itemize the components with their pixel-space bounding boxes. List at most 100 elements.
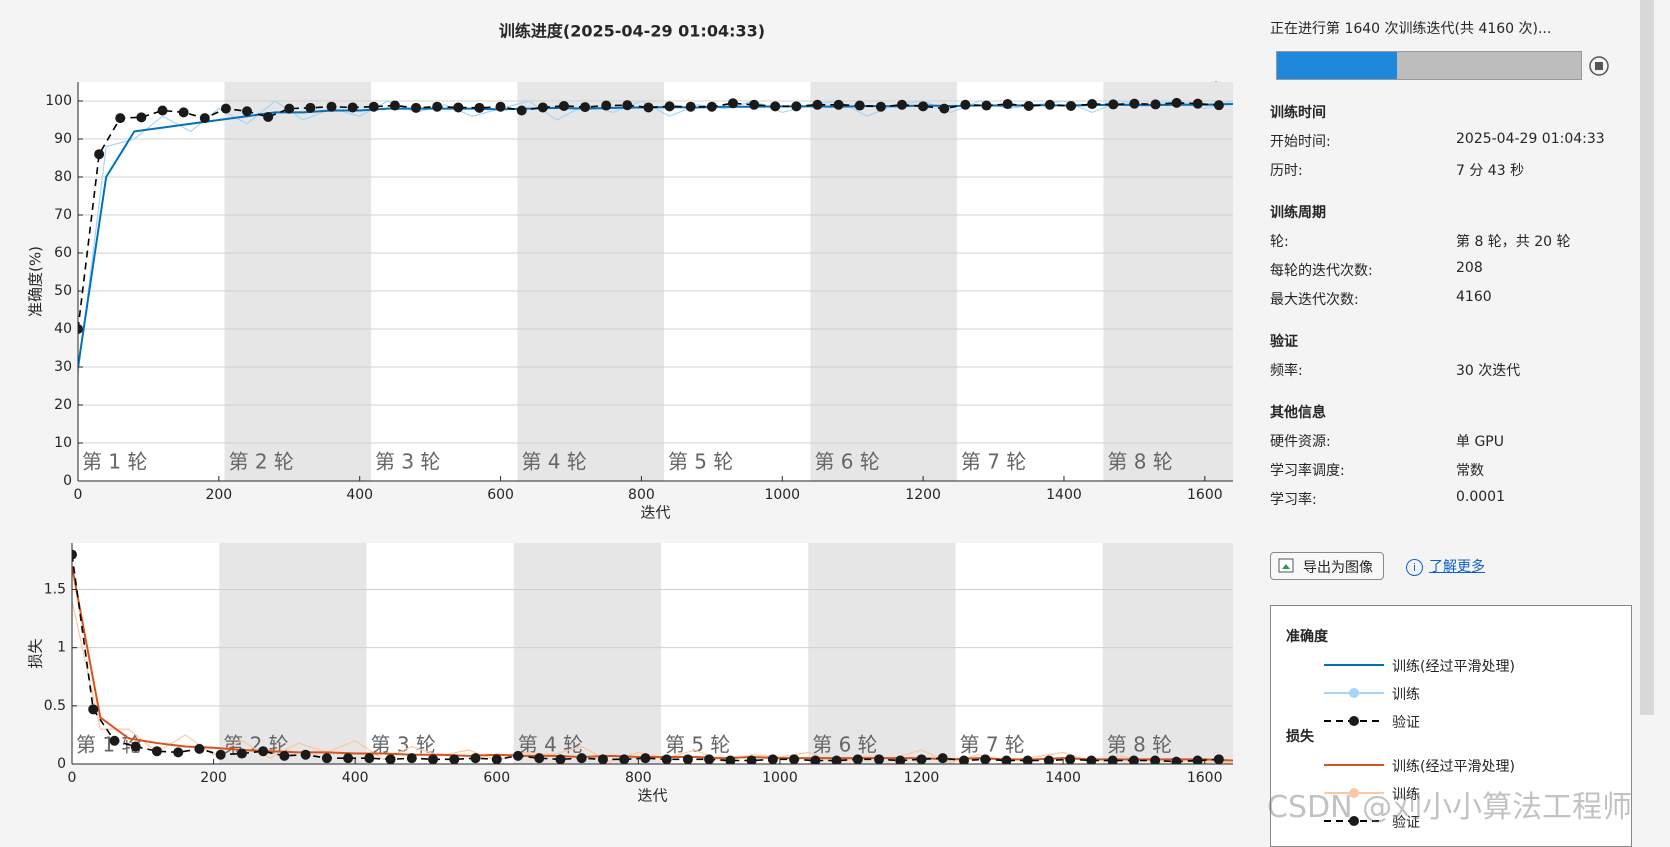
x-tick-label: 800 bbox=[625, 770, 652, 786]
marker bbox=[428, 754, 439, 764]
marker bbox=[1128, 755, 1139, 764]
legend-swatch bbox=[1324, 688, 1384, 698]
info-value: 4160 bbox=[1456, 289, 1492, 305]
epoch-band bbox=[1102, 543, 1233, 764]
section-title: 训练周期 bbox=[1270, 205, 1326, 221]
x-axis-label: 迭代 bbox=[637, 787, 667, 805]
marker bbox=[555, 754, 566, 764]
info-label: 最大迭代次数: bbox=[1270, 292, 1359, 308]
epoch-label: 第 3 轮 bbox=[375, 450, 440, 474]
marker bbox=[622, 100, 633, 111]
epoch-label: 第 5 轮 bbox=[665, 733, 730, 757]
marker bbox=[1023, 100, 1034, 111]
status-text: 正在进行第 1640 次训练迭代(共 4160 次)... bbox=[1270, 21, 1552, 37]
marker bbox=[918, 101, 929, 112]
marker bbox=[1192, 755, 1203, 764]
legend-label: 验证 bbox=[1392, 715, 1420, 731]
info-value: 常数 bbox=[1456, 463, 1484, 479]
legend-label: 训练(经过平滑处理) bbox=[1392, 759, 1515, 775]
marker bbox=[1213, 100, 1224, 111]
epoch-band bbox=[1103, 82, 1233, 481]
x-tick-label: 1400 bbox=[1046, 487, 1082, 503]
marker bbox=[88, 704, 99, 715]
section-title: 训练时间 bbox=[1270, 105, 1326, 121]
marker bbox=[72, 549, 77, 560]
epoch-label: 第 4 轮 bbox=[521, 450, 586, 474]
marker bbox=[432, 101, 443, 112]
section-title: 其他信息 bbox=[1270, 405, 1326, 421]
x-tick-label: 400 bbox=[346, 487, 373, 503]
marker bbox=[236, 748, 247, 759]
x-axis-label: 迭代 bbox=[640, 504, 670, 522]
y-tick-label: 1.5 bbox=[44, 582, 66, 598]
export-icon bbox=[1278, 558, 1294, 573]
marker bbox=[558, 100, 569, 111]
epoch-band bbox=[219, 543, 367, 764]
marker bbox=[831, 755, 842, 764]
marker bbox=[94, 149, 105, 160]
marker bbox=[537, 102, 548, 113]
stop-button[interactable] bbox=[1588, 55, 1610, 77]
marker bbox=[109, 735, 120, 746]
legend-swatch bbox=[1324, 764, 1384, 766]
marker bbox=[874, 754, 885, 764]
epoch-label: 第 7 轮 bbox=[961, 450, 1026, 474]
x-tick-label: 1000 bbox=[762, 770, 798, 786]
marker bbox=[852, 754, 863, 764]
x-tick-label: 200 bbox=[205, 487, 232, 503]
marker bbox=[939, 103, 950, 114]
series-line bbox=[78, 100, 1233, 375]
marker bbox=[1108, 99, 1119, 110]
y-tick-label: 90 bbox=[54, 131, 72, 147]
export-button[interactable]: 导出为图像 bbox=[1270, 552, 1384, 580]
marker bbox=[215, 749, 226, 760]
watermark: CSDN @刘小小算法工程师 bbox=[1267, 790, 1633, 825]
scrollbar[interactable] bbox=[1640, 0, 1654, 715]
marker bbox=[194, 743, 205, 754]
marker bbox=[1022, 755, 1033, 764]
marker bbox=[682, 754, 693, 764]
legend-swatch bbox=[1324, 716, 1384, 726]
marker bbox=[242, 106, 253, 117]
info-label: 每轮的迭代次数: bbox=[1270, 263, 1373, 279]
progress-fill bbox=[1277, 52, 1397, 79]
marker bbox=[470, 753, 481, 764]
marker bbox=[664, 101, 675, 112]
marker bbox=[1066, 100, 1077, 111]
y-tick-label: 0 bbox=[63, 473, 72, 489]
marker bbox=[326, 101, 337, 112]
x-tick-label: 800 bbox=[628, 487, 655, 503]
section-title: 验证 bbox=[1270, 334, 1298, 350]
marker bbox=[854, 100, 865, 111]
marker bbox=[896, 99, 907, 110]
marker bbox=[812, 99, 823, 110]
marker bbox=[343, 753, 354, 764]
x-tick-label: 0 bbox=[68, 770, 77, 786]
legend-swatch bbox=[1324, 788, 1384, 798]
marker bbox=[810, 755, 821, 764]
export-label: 导出为图像 bbox=[1303, 560, 1373, 576]
legend-label: 训练 bbox=[1392, 787, 1420, 803]
info-value: 单 GPU bbox=[1456, 434, 1504, 450]
marker bbox=[300, 749, 311, 760]
legend-label: 验证 bbox=[1392, 815, 1420, 831]
marker bbox=[685, 101, 696, 112]
info-value: 208 bbox=[1456, 260, 1483, 276]
y-tick-label: 80 bbox=[54, 169, 72, 185]
marker bbox=[1086, 755, 1097, 764]
legend-label: 训练 bbox=[1392, 687, 1420, 703]
marker bbox=[791, 101, 802, 112]
info-value: 7 分 43 秒 bbox=[1456, 163, 1525, 179]
marker bbox=[746, 755, 757, 764]
marker bbox=[1043, 755, 1054, 764]
marker bbox=[619, 754, 630, 764]
marker bbox=[263, 111, 274, 122]
legend-marker bbox=[1349, 716, 1359, 726]
marker bbox=[258, 746, 269, 757]
legend-swatch bbox=[1324, 816, 1384, 826]
marker bbox=[770, 101, 781, 112]
epoch-label: 第 6 轮 bbox=[812, 733, 877, 757]
epoch-label: 第 7 轮 bbox=[959, 733, 1024, 757]
marker bbox=[1192, 98, 1203, 109]
learn-more-link[interactable]: i 了解更多 bbox=[1406, 556, 1485, 576]
